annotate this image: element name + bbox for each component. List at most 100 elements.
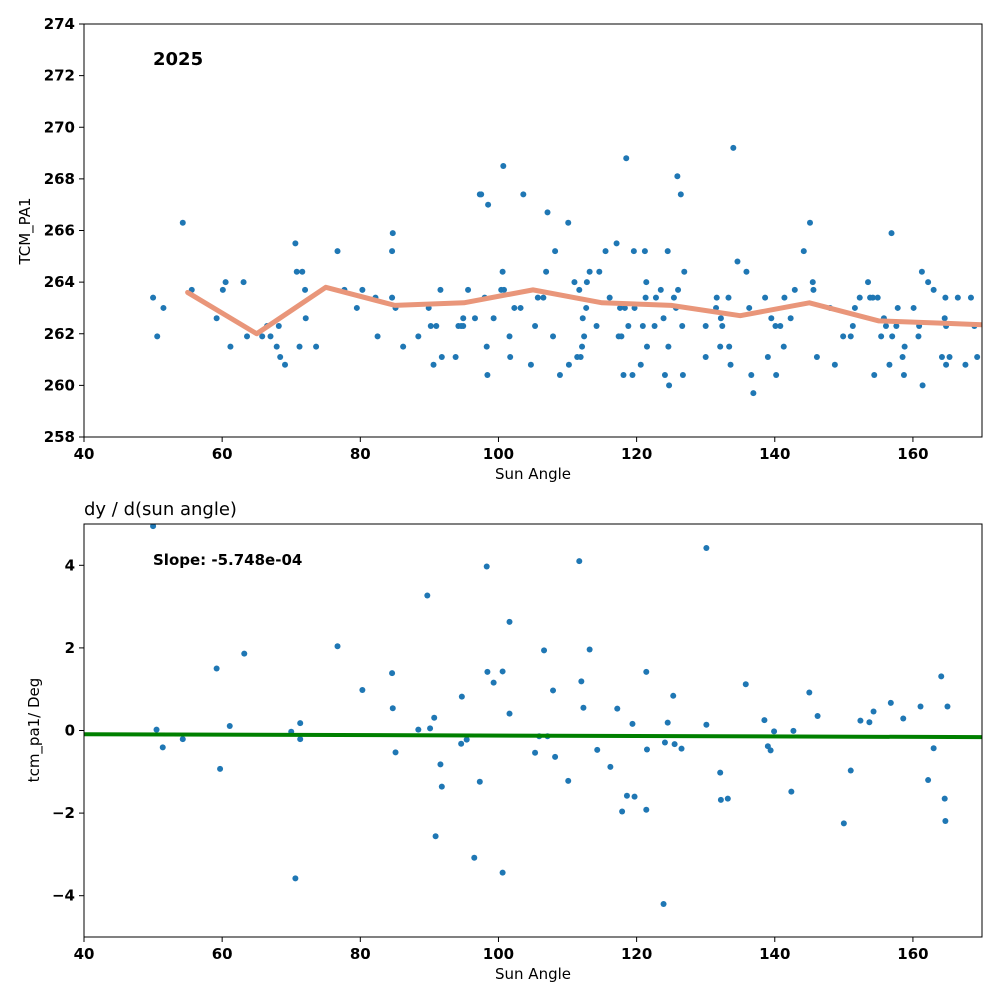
- data-point: [637, 361, 644, 368]
- data-point: [703, 544, 710, 551]
- data-point: [773, 372, 780, 379]
- data-point: [719, 323, 726, 330]
- data-point: [556, 372, 563, 379]
- data-point: [866, 719, 873, 726]
- data-point: [460, 315, 467, 322]
- data-point: [702, 323, 709, 330]
- data-point: [374, 333, 381, 340]
- data-point: [767, 747, 774, 754]
- data-point: [660, 900, 667, 907]
- data-point: [389, 670, 396, 677]
- data-point: [746, 304, 753, 311]
- data-point: [552, 248, 559, 255]
- data-point: [275, 323, 282, 330]
- data-point: [273, 343, 280, 350]
- y-tick-label: 264: [44, 273, 75, 291]
- data-point: [910, 304, 917, 311]
- data-point: [389, 248, 396, 255]
- data-point: [887, 699, 894, 706]
- data-point: [791, 286, 798, 293]
- data-point: [297, 720, 304, 727]
- data-point: [772, 323, 779, 330]
- data-point: [768, 315, 775, 322]
- data-point: [900, 372, 907, 379]
- data-point: [639, 323, 646, 330]
- data-point: [571, 279, 578, 286]
- data-point: [717, 343, 724, 350]
- y-tick-label: 270: [44, 118, 75, 136]
- data-point: [313, 343, 320, 350]
- data-point: [483, 343, 490, 350]
- data-point: [213, 315, 220, 322]
- data-point: [727, 361, 734, 368]
- data-point: [213, 665, 220, 672]
- data-point: [460, 323, 467, 330]
- data-point: [869, 294, 876, 301]
- y-axis-label: TCM_PA1: [16, 197, 35, 265]
- data-point: [941, 315, 948, 322]
- x-tick-label: 80: [350, 445, 371, 463]
- data-point: [809, 279, 816, 286]
- data-point: [432, 833, 439, 840]
- data-point: [593, 323, 600, 330]
- data-point: [623, 792, 630, 799]
- y-tick-label: 272: [44, 67, 75, 85]
- data-point: [671, 741, 678, 748]
- data-point: [748, 372, 755, 379]
- data-point: [415, 726, 422, 733]
- x-tick-label: 60: [212, 945, 233, 963]
- y-axis-label: tcm_pa1/ Deg: [25, 678, 44, 783]
- data-point: [179, 736, 186, 743]
- data-point: [299, 268, 306, 275]
- y-tick-label: −2: [52, 804, 75, 822]
- data-point: [484, 668, 491, 675]
- data-point: [942, 294, 949, 301]
- data-point: [717, 796, 724, 803]
- x-tick-label: 40: [74, 445, 95, 463]
- data-point: [643, 806, 650, 813]
- x-tick-label: 120: [621, 945, 652, 963]
- data-point: [742, 681, 749, 688]
- data-point: [840, 820, 847, 827]
- data-point: [465, 286, 472, 293]
- data-point: [543, 268, 550, 275]
- y-tick-label: 260: [44, 376, 75, 394]
- data-point: [227, 343, 234, 350]
- data-point: [713, 294, 720, 301]
- data-point: [788, 788, 795, 795]
- data-point: [527, 361, 534, 368]
- data-point: [581, 333, 588, 340]
- data-point: [452, 353, 459, 360]
- data-point: [967, 294, 974, 301]
- y-tick-label: −4: [52, 887, 75, 905]
- data-point: [430, 361, 437, 368]
- data-point: [490, 679, 497, 686]
- data-point: [277, 353, 284, 360]
- data-point: [943, 361, 950, 368]
- data-point: [856, 294, 863, 301]
- data-point: [807, 219, 813, 226]
- data-point: [353, 304, 360, 311]
- data-point: [643, 279, 650, 286]
- data-point: [534, 294, 541, 301]
- data-point: [431, 714, 438, 721]
- data-point: [552, 753, 559, 760]
- data-point: [576, 558, 583, 565]
- data-point: [643, 343, 650, 350]
- data-point: [938, 353, 945, 360]
- x-axis-label: Sun Angle: [495, 965, 571, 983]
- data-point: [925, 777, 932, 784]
- data-point: [499, 668, 506, 675]
- data-point: [621, 304, 628, 311]
- data-point: [660, 315, 667, 322]
- data-point: [938, 673, 945, 680]
- data-point: [664, 248, 671, 255]
- x-axis-label: Sun Angle: [495, 465, 571, 483]
- data-point: [899, 353, 906, 360]
- data-point: [506, 618, 513, 625]
- data-point: [296, 343, 303, 350]
- data-point: [930, 286, 937, 293]
- data-point: [642, 294, 649, 301]
- data-point: [389, 705, 396, 712]
